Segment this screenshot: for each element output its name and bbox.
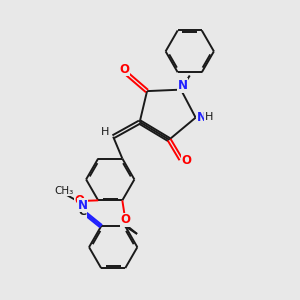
Text: N: N [196, 110, 206, 124]
Text: O: O [120, 213, 130, 226]
Text: O: O [119, 63, 129, 76]
Text: C: C [79, 207, 87, 218]
Text: H: H [101, 127, 109, 137]
Text: N: N [177, 79, 188, 92]
Text: O: O [75, 194, 85, 207]
Text: N: N [78, 199, 88, 212]
Text: O: O [181, 154, 191, 166]
Text: CH₃: CH₃ [55, 186, 74, 196]
Text: H: H [205, 112, 213, 122]
